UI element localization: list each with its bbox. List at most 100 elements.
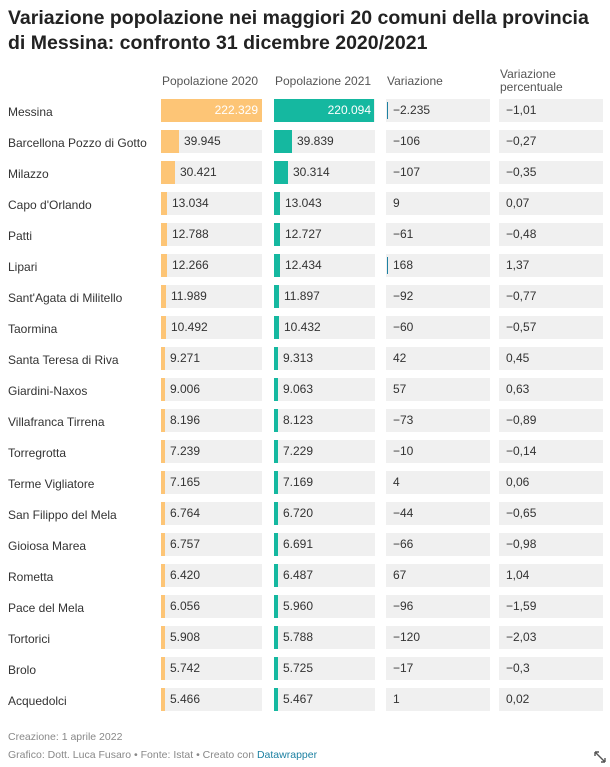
pop2021-bar xyxy=(274,595,278,618)
pop2020-bar xyxy=(161,378,165,401)
table-row: Patti 12.788 12.727 −61 −0,48 xyxy=(0,221,610,252)
pop2021-bar xyxy=(274,502,278,525)
variazione-percentuale-cell: −0,3 xyxy=(499,657,603,680)
comune-label: Tortorici xyxy=(8,632,51,646)
variazione-cell: 4 xyxy=(386,471,490,494)
pop2020-value: 5.742 xyxy=(170,661,201,675)
expand-icon[interactable] xyxy=(594,751,606,763)
table-row: Sant'Agata di Militello 11.989 11.897 −92 −0… xyxy=(0,283,610,314)
pop2020-cell: 222.329 xyxy=(161,99,262,122)
variazione-value: −10 xyxy=(393,444,414,458)
comune-label: Villafranca Tirrena xyxy=(8,415,105,429)
pop2021-value: 11.897 xyxy=(284,289,320,303)
pop2020-bar xyxy=(161,99,262,122)
pop2021-value: 5.725 xyxy=(283,661,314,675)
pop2021-value: 5.788 xyxy=(283,630,314,644)
pop2021-cell: 13.043 xyxy=(274,192,375,215)
pop2021-value: 7.229 xyxy=(283,444,314,458)
variazione-percentuale-value: −0,77 xyxy=(506,289,537,303)
pop2020-value: 12.266 xyxy=(172,258,209,272)
variazione-percentuale-value: −0,14 xyxy=(506,444,537,458)
pop2021-bar xyxy=(274,254,280,277)
variazione-cell: −10 xyxy=(386,440,490,463)
pop2020-cell: 5.908 xyxy=(161,626,262,649)
variazione-value: −2.235 xyxy=(393,103,431,117)
pop2020-cell: 6.056 xyxy=(161,595,262,618)
variazione-cell: 42 xyxy=(386,347,490,370)
variazione-percentuale-cell: −0,48 xyxy=(499,223,603,246)
variazione-percentuale-value: −0,65 xyxy=(506,506,537,520)
variazione-cell: −44 xyxy=(386,502,490,525)
pop2021-cell: 8.123 xyxy=(274,409,375,432)
pop2020-value: 12.788 xyxy=(172,227,209,241)
variazione-value: −107 xyxy=(393,165,421,179)
pop2021-value: 6.720 xyxy=(283,506,314,520)
pop2021-bar xyxy=(274,440,278,463)
pop2021-cell: 9.313 xyxy=(274,347,375,370)
footer-source-text: Grafico: Dott. Luca Fusaro • Fonte: Ista… xyxy=(8,749,257,761)
comune-label: Barcellona Pozzo di Gotto xyxy=(8,136,147,150)
table-row: San Filippo del Mela 6.764 6.720 −44 −0,65 xyxy=(0,500,610,531)
variazione-percentuale-cell: 1,37 xyxy=(499,254,603,277)
pop2020-value: 6.420 xyxy=(170,568,201,582)
variazione-cell: 57 xyxy=(386,378,490,401)
variazione-cell: −107 xyxy=(386,161,490,184)
comune-label: Sant'Agata di Militello xyxy=(8,291,123,305)
pop2021-cell: 5.960 xyxy=(274,595,375,618)
table-row: Pace del Mela 6.056 5.960 −96 −1,59 xyxy=(0,593,610,624)
pop2020-value: 39.945 xyxy=(184,134,221,148)
pop2021-cell: 11.897 xyxy=(274,285,375,308)
header-variazione-percentuale: Variazione percentuale xyxy=(500,67,563,94)
variazione-value: −60 xyxy=(393,320,414,334)
chart-title: Variazione popolazione nei maggiori 20 c… xyxy=(8,7,589,54)
table-row: Giardini-Naxos 9.006 9.063 57 0,63 xyxy=(0,376,610,407)
pop2020-bar xyxy=(161,564,165,587)
pop2021-cell: 7.169 xyxy=(274,471,375,494)
table-row: Acquedolci 5.466 5.467 1 0,02 xyxy=(0,686,610,717)
header-variazione: Variazione xyxy=(387,74,443,88)
variazione-percentuale-value: 0,07 xyxy=(506,196,530,210)
variazione-cell: 9 xyxy=(386,192,490,215)
variazione-percentuale-value: −0,48 xyxy=(506,227,537,241)
comune-label: Milazzo xyxy=(8,167,49,181)
variazione-percentuale-cell: 0,45 xyxy=(499,347,603,370)
table-row: Gioiosa Marea 6.757 6.691 −66 −0,98 xyxy=(0,531,610,562)
table-row: Torregrotta 7.239 7.229 −10 −0,14 xyxy=(0,438,610,469)
pop2021-value: 6.691 xyxy=(283,537,314,551)
variazione-cell: −2.235 xyxy=(386,99,490,122)
comune-label: Brolo xyxy=(8,663,37,677)
pop2021-cell: 220.094 xyxy=(274,99,375,122)
pop2020-cell: 6.764 xyxy=(161,502,262,525)
pop2021-cell: 5.788 xyxy=(274,626,375,649)
variazione-value: 9 xyxy=(393,196,400,210)
comune-label: Messina xyxy=(8,105,53,119)
pop2021-value: 5.960 xyxy=(283,599,314,613)
variazione-percentuale-cell: 1,04 xyxy=(499,564,603,587)
variazione-value: 42 xyxy=(393,351,407,365)
comune-label: Torregrotta xyxy=(8,446,67,460)
pop2021-value: 6.487 xyxy=(283,568,314,582)
pop2021-bar xyxy=(274,99,374,122)
variazione-percentuale-cell: 0,07 xyxy=(499,192,603,215)
pop2020-cell: 9.006 xyxy=(161,378,262,401)
variazione-percentuale-cell: −0,14 xyxy=(499,440,603,463)
pop2020-cell: 6.757 xyxy=(161,533,262,556)
pop2020-value: 222.329 xyxy=(214,103,258,117)
variazione-cell: −92 xyxy=(386,285,490,308)
pop2020-bar xyxy=(161,533,165,556)
pop2020-cell: 11.989 xyxy=(161,285,262,308)
pop2021-cell: 5.467 xyxy=(274,688,375,711)
table-row: Tortorici 5.908 5.788 −120 −2,03 xyxy=(0,624,610,655)
variazione-value: −96 xyxy=(393,599,414,613)
variazione-cell: −17 xyxy=(386,657,490,680)
pop2021-cell: 6.691 xyxy=(274,533,375,556)
pop2021-value: 220.094 xyxy=(327,103,371,117)
variazione-percentuale-value: 1,04 xyxy=(506,568,530,582)
variazione-cell: −66 xyxy=(386,533,490,556)
table-row: Taormina 10.492 10.432 −60 −0,57 xyxy=(0,314,610,345)
pop2021-value: 13.043 xyxy=(285,196,322,210)
pop2021-cell: 39.839 xyxy=(274,130,375,153)
pop2020-cell: 9.271 xyxy=(161,347,262,370)
variazione-cell: −73 xyxy=(386,409,490,432)
datawrapper-link[interactable]: Datawrapper xyxy=(256,749,318,761)
